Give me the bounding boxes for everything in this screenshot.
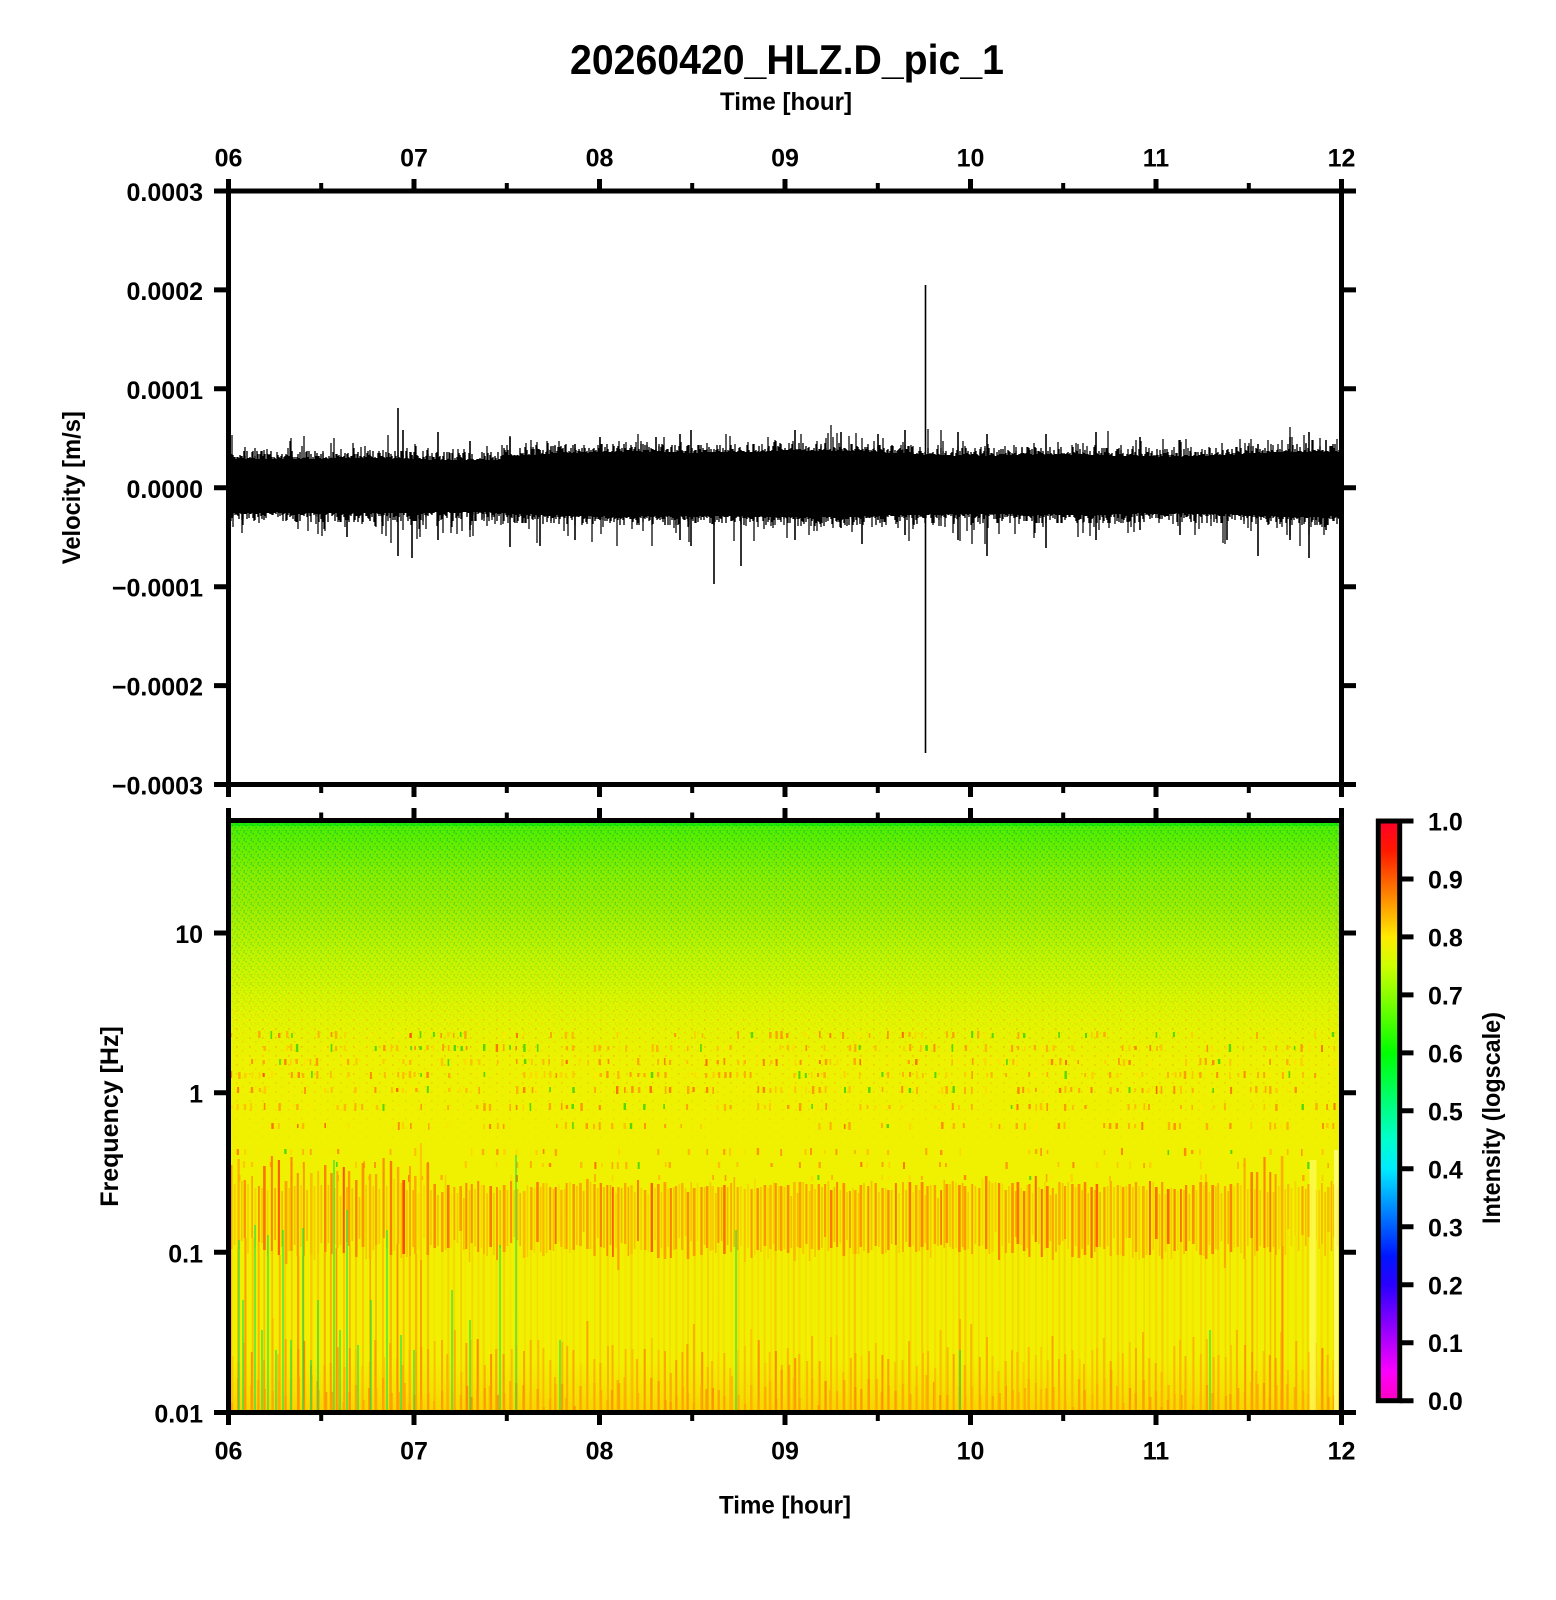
svg-text:1.0: 1.0 [1428, 809, 1463, 837]
svg-text:06: 06 [215, 1438, 243, 1466]
svg-text:09: 09 [771, 145, 799, 173]
svg-text:Intensity (logscale): Intensity (logscale) [1478, 1012, 1506, 1224]
svg-text:0.7: 0.7 [1428, 982, 1463, 1010]
svg-text:10: 10 [957, 1438, 985, 1466]
svg-text:Frequency [Hz]: Frequency [Hz] [96, 1026, 124, 1207]
svg-text:0.3: 0.3 [1428, 1214, 1463, 1242]
svg-text:0.1: 0.1 [1428, 1330, 1463, 1358]
svg-text:−0.0002: −0.0002 [112, 674, 203, 702]
svg-text:−0.0003: −0.0003 [112, 773, 203, 801]
svg-text:0.01: 0.01 [154, 1401, 203, 1429]
svg-text:12: 12 [1328, 145, 1356, 173]
svg-text:0.0003: 0.0003 [127, 179, 203, 207]
svg-text:0.0000: 0.0000 [127, 476, 203, 504]
svg-text:1: 1 [189, 1081, 203, 1109]
svg-text:08: 08 [586, 145, 614, 173]
svg-text:Time [hour]: Time [hour] [719, 1492, 851, 1520]
svg-text:0.5: 0.5 [1428, 1098, 1463, 1126]
svg-text:09: 09 [771, 1438, 799, 1466]
svg-text:11: 11 [1143, 145, 1170, 173]
svg-text:08: 08 [586, 1438, 614, 1466]
svg-text:0.2: 0.2 [1428, 1272, 1463, 1300]
svg-text:20260420_HLZ.D_pic_1: 20260420_HLZ.D_pic_1 [570, 36, 1004, 83]
svg-text:06: 06 [215, 145, 243, 173]
svg-text:0.1: 0.1 [168, 1240, 203, 1268]
svg-text:−0.0001: −0.0001 [112, 575, 203, 603]
svg-text:0.4: 0.4 [1428, 1156, 1463, 1184]
svg-text:Time [hour]: Time [hour] [720, 88, 852, 116]
svg-text:Velocity [m/s]: Velocity [m/s] [58, 411, 86, 564]
svg-text:07: 07 [400, 1438, 428, 1466]
svg-text:11: 11 [1143, 1438, 1170, 1466]
svg-text:07: 07 [400, 145, 428, 173]
svg-text:12: 12 [1328, 1438, 1356, 1466]
svg-text:10: 10 [957, 145, 985, 173]
svg-text:0.0001: 0.0001 [127, 377, 204, 405]
svg-text:0.8: 0.8 [1428, 924, 1463, 952]
svg-text:0.0: 0.0 [1428, 1388, 1463, 1416]
svg-text:10: 10 [175, 921, 203, 949]
svg-text:0.9: 0.9 [1428, 867, 1463, 895]
svg-text:0.0002: 0.0002 [127, 278, 203, 306]
svg-text:0.6: 0.6 [1428, 1040, 1463, 1068]
